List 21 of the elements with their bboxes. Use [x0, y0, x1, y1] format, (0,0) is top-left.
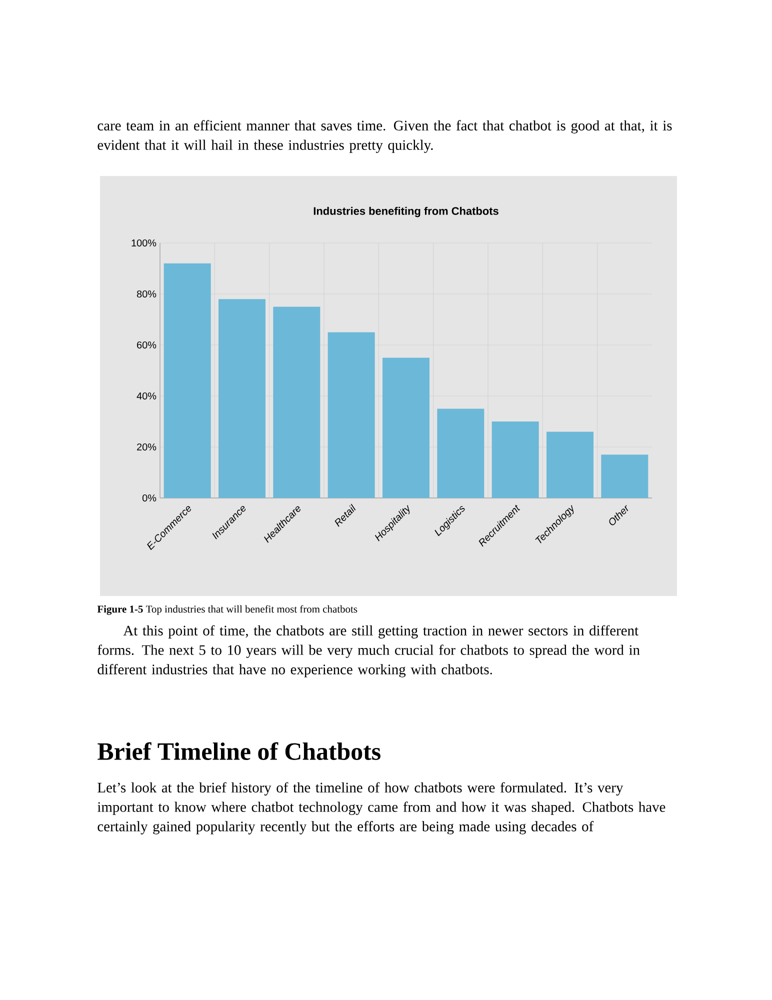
chart-title: Industries benefiting from Chatbots [314, 206, 498, 218]
text: Let’s look at the brief history of the timeline of how chatbots were formulated. It’s very important to know where chatbot technology came from and how it was shaped. Chatbots have certainly gained popularity recently but the efforts are being made using decades of [97, 782, 666, 834]
y-tick-label: 40% [136, 392, 156, 400]
text: care team in an efficient manner that saves time. Given the fact that chatbot is good at that, it is evident that it will hail in these industries pretty quickly. [98, 120, 672, 153]
y-tick-label: 20% [137, 443, 156, 451]
text: Figure 1-5 Top industries that will benefit most from chatbots [97, 605, 358, 615]
bar [218, 299, 266, 498]
bar [328, 332, 375, 498]
bar [273, 306, 320, 498]
bar [546, 432, 594, 498]
bar [437, 408, 484, 498]
bar [382, 358, 430, 498]
bar [492, 421, 539, 498]
y-tick-label: 100% [132, 239, 156, 247]
bar [164, 263, 211, 498]
bar [601, 454, 648, 498]
y-tick-label: 0% [142, 494, 156, 502]
y-tick-label: 60% [137, 341, 156, 349]
y-tick-label: 80% [136, 290, 156, 298]
text: At this point of time, the chatbots are still getting traction in newer sectors in different forms. The next 5 to 10 years will be very much crucial for chatbots to spread the word in different industries that have no experience working with chatbots. [98, 625, 640, 678]
text: Brief Timeline of Chatbots [98, 742, 380, 760]
